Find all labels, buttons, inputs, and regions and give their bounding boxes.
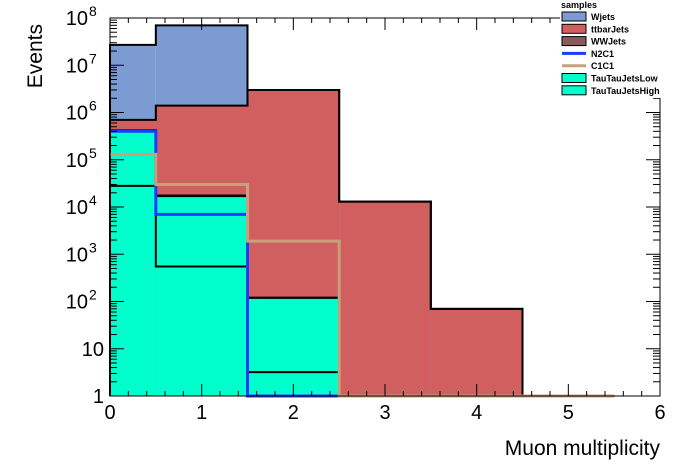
- legend-label: C1C1: [591, 61, 614, 71]
- legend-swatch: [561, 85, 587, 96]
- x-tick-label: 1: [196, 402, 207, 424]
- outline-ttbarjets: [109, 88, 615, 397]
- y-tick-exponent: 8: [89, 3, 97, 19]
- legend-swatch: [561, 73, 587, 83]
- legend-item-ttbarjets: ttbarJets: [561, 23, 629, 34]
- x-tick-label: 2: [288, 402, 299, 424]
- legend-swatch: [561, 11, 587, 22]
- bar-tautaujetshigh-bin-1: [155, 266, 248, 396]
- y-tick-label: 10: [66, 55, 88, 77]
- x-tick-label: 6: [654, 402, 665, 424]
- y-tick-exponent: 4: [89, 192, 97, 208]
- legend-title: samples: [561, 0, 597, 10]
- y-tick-exponent: 2: [89, 287, 97, 303]
- y-tick-exponent: 7: [89, 50, 97, 66]
- y-axis-title: Events: [24, 24, 47, 88]
- x-axis-title: Muon multiplicity: [505, 437, 661, 460]
- bar-ttbarjets-bin-4: [430, 308, 523, 396]
- y-tick-label: 1: [93, 386, 104, 408]
- legend-label: WWJets: [591, 37, 626, 47]
- y-tick-label: 10: [82, 339, 104, 361]
- y-tick-label: 10: [66, 292, 88, 314]
- y-tick-label: 10: [66, 150, 88, 172]
- x-tick-label: 3: [379, 402, 390, 424]
- y-tick-exponent: 5: [89, 145, 97, 161]
- legend-label: TauTauJetsHigh: [591, 86, 660, 96]
- legend-label: N2C1: [591, 49, 614, 59]
- y-tick-label: 10: [66, 103, 88, 125]
- legend-item-n2c1: N2C1: [562, 49, 614, 59]
- legend-label: ttbarJets: [591, 24, 629, 34]
- x-tick-label: 5: [563, 402, 574, 424]
- y-tick-label: 10: [66, 197, 88, 219]
- histogram-bars: [109, 24, 615, 397]
- bar-ttbarjets-bin-3: [339, 201, 431, 396]
- y-tick-exponent: 6: [89, 98, 97, 114]
- legend-item-c1c1: C1C1: [562, 61, 614, 71]
- y-tick-label: 10: [66, 244, 88, 266]
- legend-swatch: [561, 36, 587, 47]
- legend-item-wjets: Wjets: [561, 11, 615, 22]
- legend-swatch: [561, 23, 587, 34]
- x-tick-label: 4: [471, 402, 482, 424]
- legend-label: Wjets: [591, 12, 615, 22]
- bar-tautaujetshigh-bin-0: [110, 185, 156, 396]
- y-tick-exponent: 3: [89, 239, 97, 255]
- legend-item-wwjets: WWJets: [561, 36, 626, 47]
- legend: samples Wjets ttbarJets WWJets N2C1 C1C1 TauTa…: [560, 0, 696, 98]
- legend-label: TauTauJetsLow: [591, 74, 659, 84]
- legend-item-tautaujetslow: TauTauJetsLow: [561, 73, 659, 84]
- x-tick-label: 0: [104, 402, 115, 424]
- legend-item-tautaujetshigh: TauTauJetsHigh: [561, 85, 660, 96]
- y-tick-label: 10: [66, 8, 88, 30]
